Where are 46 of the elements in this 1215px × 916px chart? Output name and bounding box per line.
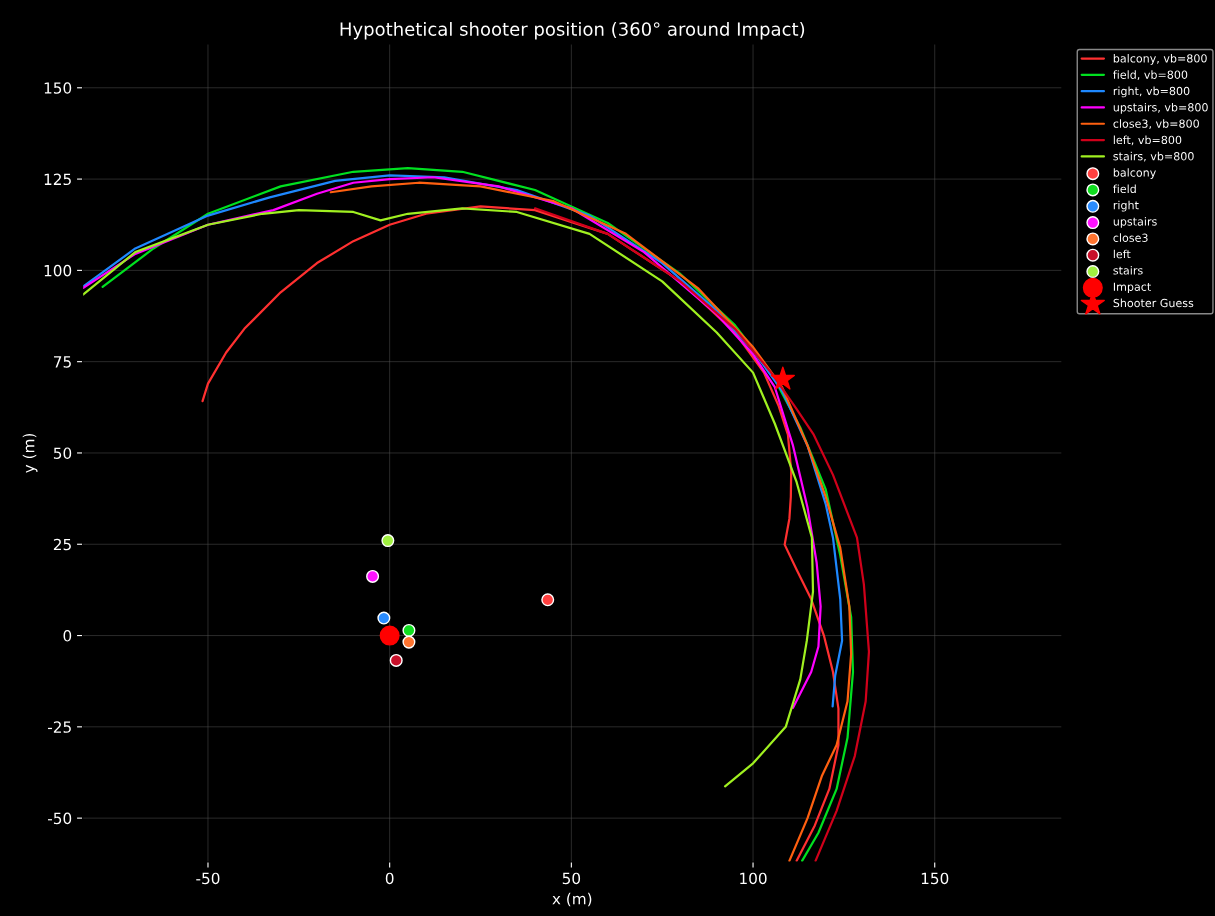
- y-tick-label: -25: [48, 721, 71, 733]
- legend-label: upstairs: [1113, 217, 1157, 228]
- y-tick-label: 75: [54, 356, 71, 368]
- legend-label: right: [1113, 200, 1139, 212]
- y-tick-label: 50: [53, 447, 72, 459]
- x-tick-label: -50: [196, 872, 220, 885]
- x-tick-label: 0: [385, 872, 394, 885]
- line-series: [329, 181, 853, 862]
- point: [402, 623, 416, 637]
- point: [377, 611, 391, 625]
- y-tick-label: 25: [53, 538, 71, 551]
- x-tick-label: 50: [562, 872, 581, 885]
- legend-label: balcony: [1113, 168, 1156, 179]
- legend-label: Shooter Guess: [1113, 298, 1194, 308]
- line-series: [101, 167, 855, 862]
- y-axis-title: y (m): [22, 433, 38, 473]
- point: [389, 653, 403, 667]
- x-axis-title: x (m): [552, 892, 592, 907]
- x-tick-label: 100: [740, 872, 767, 885]
- legend-label: left: [1113, 249, 1131, 259]
- chart-title: Hypothetical shooter position (360° around Impact): [340, 21, 805, 40]
- line-series: [82, 207, 815, 788]
- legend-label: close3, vb=800: [1113, 119, 1199, 129]
- y-tick-label: 125: [44, 173, 71, 186]
- point: [379, 625, 400, 646]
- legend-label: close3: [1113, 233, 1148, 242]
- legend-label: upstairs, vb=800: [1113, 102, 1208, 114]
- legend-label: Impact: [1113, 282, 1151, 294]
- point: [402, 635, 416, 649]
- legend-label: stairs, vb=800: [1113, 151, 1194, 162]
- y-tick-label: 0: [63, 630, 72, 642]
- point: [770, 366, 795, 390]
- legend-label: stairs: [1113, 265, 1143, 275]
- y-tick-label: 150: [44, 82, 72, 94]
- y-tick-label: -50: [48, 812, 72, 825]
- legend-label: field, vb=800: [1113, 70, 1188, 81]
- legend-label: right, vb=800: [1113, 86, 1190, 98]
- y-tick-label: 100: [44, 264, 72, 277]
- legend-label: balcony, vb=800: [1113, 53, 1207, 65]
- point: [541, 593, 555, 607]
- legend-label: field: [1113, 184, 1136, 194]
- x-tick-label: 150: [921, 872, 949, 885]
- legend-label: left, vb=800: [1113, 135, 1182, 146]
- point: [366, 569, 380, 583]
- line-series: [533, 207, 871, 862]
- point: [381, 534, 395, 548]
